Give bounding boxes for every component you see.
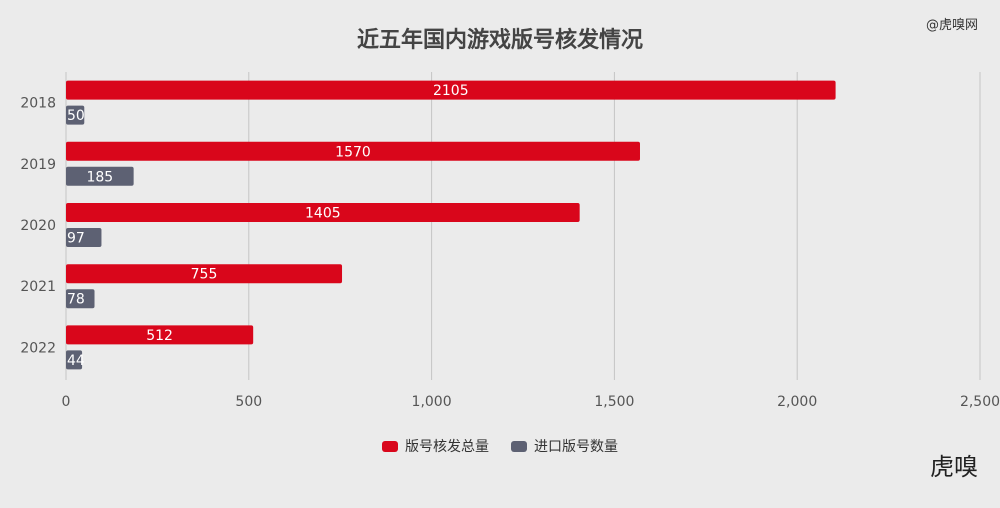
bar-import	[66, 350, 83, 370]
y-axis-labels: 2018 2019 2020 2021 2022	[20, 96, 56, 357]
data-label: 1405	[305, 206, 341, 222]
watermark-text: @虎嗅网	[925, 18, 978, 33]
chart-title: 近五年国内游戏版号核发情况	[356, 28, 643, 53]
bar-import	[66, 105, 85, 125]
data-label: 512	[146, 328, 173, 344]
x-tick-label: 1,500	[594, 394, 634, 410]
x-tick-label: 1,000	[412, 394, 452, 410]
bar-total	[66, 141, 640, 161]
y-tick-label: 2020	[20, 218, 56, 234]
data-label: 97	[67, 231, 85, 247]
legend-item-import: 进口版号数量	[511, 436, 618, 456]
bar-import	[66, 289, 95, 309]
bar-total	[66, 80, 836, 100]
data-label: 185	[86, 169, 113, 185]
x-axis-labels: 0 500 1,000 1,500 2,000 2,500	[62, 394, 1000, 410]
x-tick-label: 2,500	[960, 394, 1000, 410]
data-label: 78	[67, 292, 85, 308]
data-label: 44	[67, 353, 85, 369]
data-label: 50	[67, 108, 85, 124]
legend-label-total: 版号核发总量	[405, 439, 489, 455]
legend-swatch-total	[382, 440, 398, 452]
logo: 虎嗅	[930, 453, 978, 481]
data-label: 755	[191, 267, 218, 283]
x-tick-label: 2,000	[777, 394, 817, 410]
bar-total	[66, 325, 254, 345]
bar-total	[66, 203, 580, 222]
x-tick-label: 0	[62, 394, 71, 410]
y-tick-label: 2022	[20, 340, 56, 356]
data-label: 1570	[335, 144, 371, 160]
bar-total	[66, 264, 343, 284]
bars: 2105 50 1570 185 1405 97 755 78 512 44	[66, 80, 836, 370]
legend-swatch-import	[511, 440, 527, 452]
legend: 版号核发总量 进口版号数量	[0, 436, 1000, 456]
y-tick-label: 2021	[20, 279, 56, 295]
data-label: 2105	[433, 83, 469, 99]
x-tick-label: 500	[235, 394, 262, 410]
legend-item-total: 版号核发总量	[382, 436, 489, 456]
y-tick-label: 2018	[20, 96, 56, 112]
legend-label-import: 进口版号数量	[534, 439, 618, 455]
y-tick-label: 2019	[20, 157, 56, 173]
bar-import	[66, 228, 102, 247]
bar-import	[66, 166, 134, 186]
